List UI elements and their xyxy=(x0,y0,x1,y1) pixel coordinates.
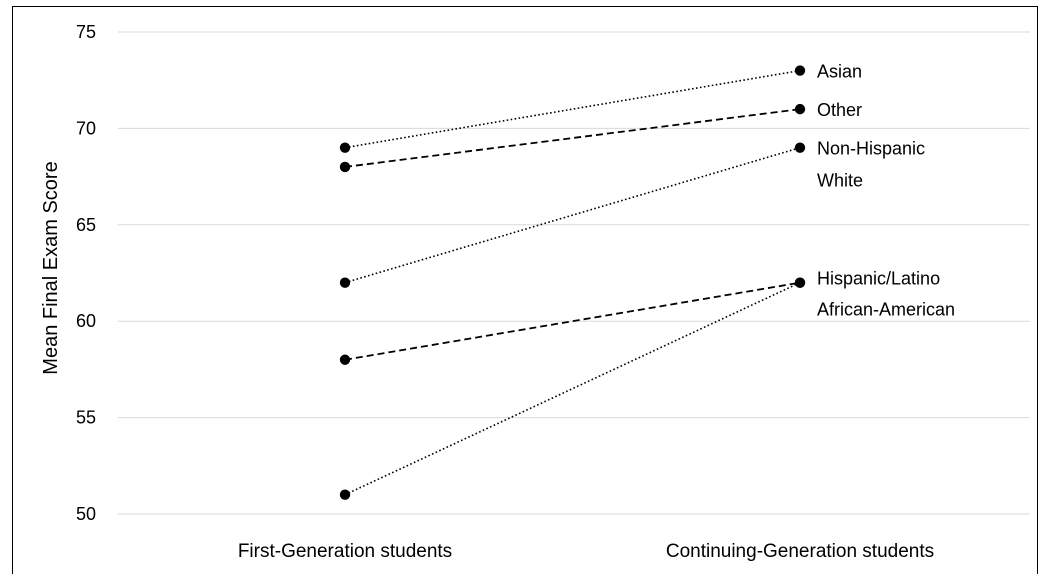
data-point-non-hispanic-white-2 xyxy=(794,142,806,153)
series-line-other xyxy=(344,108,801,168)
data-point-non-hispanic-white-1 xyxy=(339,277,351,288)
data-point-african-american-2 xyxy=(794,277,806,288)
y-tick-label-60: 60 xyxy=(76,311,96,331)
data-point-other-1 xyxy=(339,161,351,173)
series-line-asian xyxy=(344,69,801,149)
series-line-non-hispanic-white xyxy=(344,146,801,284)
data-point-asian-2 xyxy=(794,65,806,76)
x-category-label-1: First-Generation students xyxy=(238,541,452,562)
series-label-hispanic-latino: Hispanic/Latino xyxy=(817,269,940,289)
series-label-non-hispanic-white-line-1: Non-Hispanic xyxy=(817,139,925,159)
series-label-african-american: African-American xyxy=(817,300,955,320)
data-point-asian-1 xyxy=(339,142,351,153)
y-tick-label-70: 70 xyxy=(76,118,96,138)
data-point-african-american-1 xyxy=(339,489,351,500)
data-point-hispanic-latino-1 xyxy=(339,354,351,365)
series-label-other: Other xyxy=(817,100,862,120)
series-label-non-hispanic-white-line-2: White xyxy=(817,171,863,191)
series-label-asian: Asian xyxy=(817,62,862,82)
chart-frame xyxy=(12,6,1038,574)
series-line-african-american xyxy=(344,281,801,496)
y-axis-title: Mean Final Exam Score xyxy=(40,161,62,374)
y-tick-label-50: 50 xyxy=(76,504,96,524)
y-tick-label-75: 75 xyxy=(76,22,96,42)
y-tick-label-55: 55 xyxy=(76,408,96,428)
data-point-other-2 xyxy=(794,103,806,115)
y-tick-label-65: 65 xyxy=(76,215,96,235)
x-category-label-2: Continuing-Generation students xyxy=(666,541,934,562)
